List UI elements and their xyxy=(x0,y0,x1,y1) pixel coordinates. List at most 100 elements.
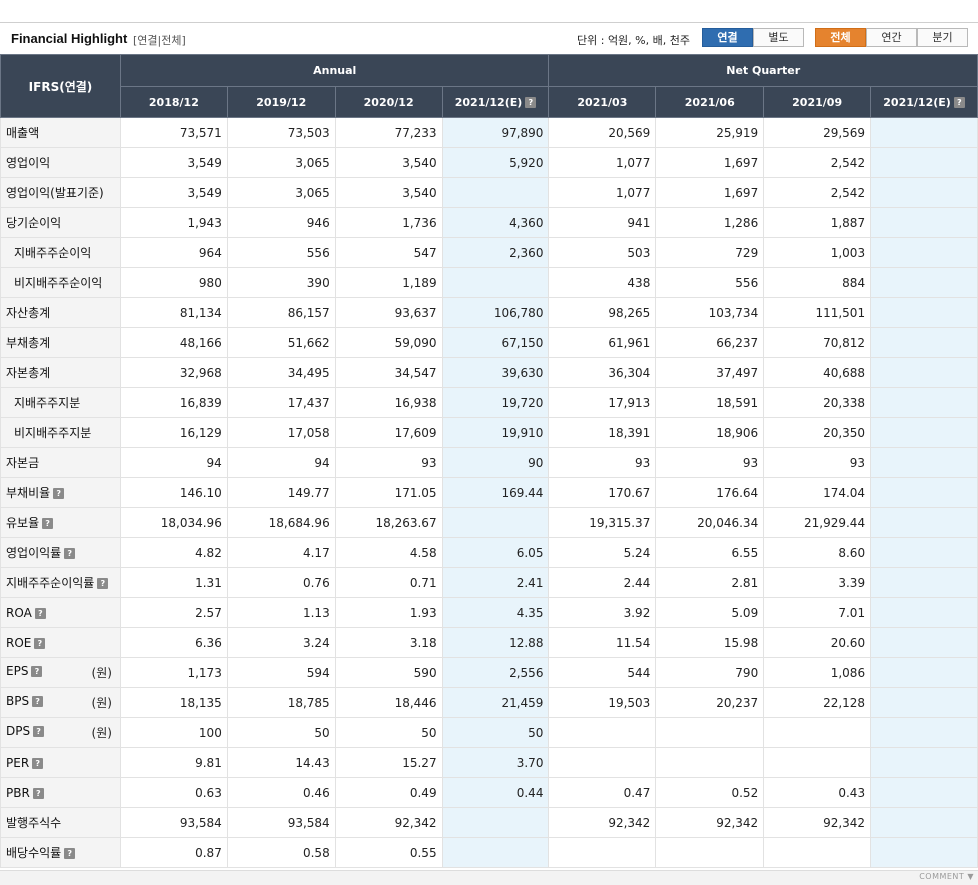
table-row: ROA? 2.57 1.13 1.93 4.35 3.92 5.09 7.01 xyxy=(0,597,978,628)
table-cell xyxy=(870,627,978,658)
help-icon[interactable]: ? xyxy=(97,578,109,589)
table-cell: 4.58 xyxy=(334,537,443,568)
row-label: 매출액 xyxy=(0,117,121,148)
table-cell xyxy=(870,747,978,778)
row-label: ROA? xyxy=(0,597,121,628)
annual-button[interactable]: 연간 xyxy=(866,28,917,47)
table-cell: 93,584 xyxy=(226,807,336,838)
help-icon[interactable]: ? xyxy=(34,637,46,649)
help-icon[interactable]: ? xyxy=(32,757,44,769)
table-row: 발행주식수 93,584 93,584 92,342 92,342 92,342 92,34… xyxy=(0,807,978,838)
help-icon[interactable]: ? xyxy=(33,726,45,737)
table-cell: 1.31 xyxy=(119,567,228,598)
table-cell: 15.98 xyxy=(655,627,765,658)
table-row: 배당수익률? 0.87 0.58 0.55 xyxy=(0,837,978,868)
table-cell: 0.58 xyxy=(226,837,336,868)
table-cell: 0.46 xyxy=(226,777,336,808)
table-cell: 503 xyxy=(548,237,657,268)
table-cell: 17,437 xyxy=(226,387,336,418)
table-cell: 3.24 xyxy=(226,627,336,658)
table-cell: 547 xyxy=(334,237,443,268)
table-cell: 18,446 xyxy=(334,687,443,718)
table-cell: 18,906 xyxy=(655,417,765,448)
table-cell: 92,342 xyxy=(763,807,872,838)
table-cell: 103,734 xyxy=(655,297,765,328)
table-cell xyxy=(763,837,872,868)
help-icon[interactable]: ? xyxy=(53,488,65,499)
table-cell xyxy=(870,837,978,868)
row-unit: (원) xyxy=(91,696,112,710)
table-row: 비지배주주순이익 980 390 1,189 438 556 884 xyxy=(0,267,978,298)
table-cell: 0.76 xyxy=(226,567,336,598)
table-cell xyxy=(441,267,550,298)
help-icon[interactable]: ? xyxy=(31,666,43,677)
table-cell: 18,785 xyxy=(226,687,336,718)
row-label: DPS? (원) xyxy=(0,717,121,748)
table-row: 부채비율? 146.10 149.77 171.05 169.44 170.67 176.6… xyxy=(0,477,978,508)
table-cell: 2.44 xyxy=(548,567,657,598)
table-cell xyxy=(870,507,978,538)
row-label: 자본금 xyxy=(0,447,121,478)
consolidated-button[interactable]: 연결 xyxy=(702,28,753,47)
table-cell xyxy=(655,717,765,748)
table-cell: 21,459 xyxy=(441,687,550,718)
table-cell xyxy=(870,447,978,478)
table-cell: 438 xyxy=(548,267,657,298)
help-icon[interactable]: ? xyxy=(64,548,76,559)
period-toggle: 전체 연간 분기 xyxy=(815,28,968,47)
table-cell: 0.43 xyxy=(763,777,872,808)
table-cell: 5.24 xyxy=(548,537,657,568)
table-cell: 48,166 xyxy=(119,327,228,358)
table-cell: 19,720 xyxy=(441,387,550,418)
row-label: 당기순이익 xyxy=(0,207,121,238)
table-cell: 32,968 xyxy=(119,357,228,388)
table-cell: 0.44 xyxy=(441,777,550,808)
table-cell: 37,497 xyxy=(655,357,765,388)
table-cell: 59,090 xyxy=(334,327,443,358)
table-cell: 2.81 xyxy=(655,567,765,598)
all-period-button[interactable]: 전체 xyxy=(815,28,866,47)
table-cell: 1,077 xyxy=(548,177,657,208)
table-cell: 0.87 xyxy=(119,837,228,868)
quarter-button[interactable]: 분기 xyxy=(917,28,968,47)
help-icon[interactable]: ? xyxy=(42,518,54,529)
table-cell: 16,839 xyxy=(119,387,228,418)
table-cell: 34,547 xyxy=(334,357,443,388)
corner-header: IFRS(연결) xyxy=(0,54,121,118)
table-cell: 100 xyxy=(119,717,228,748)
help-icon[interactable]: ? xyxy=(953,97,965,108)
help-icon[interactable]: ? xyxy=(525,97,537,108)
table-cell: 390 xyxy=(226,267,336,298)
table-cell: 1,077 xyxy=(548,147,657,178)
table-cell: 16,129 xyxy=(119,417,228,448)
help-icon[interactable]: ? xyxy=(32,696,44,707)
table-cell: 3,065 xyxy=(226,147,336,178)
table-cell: 4.17 xyxy=(226,537,336,568)
table-cell: 18,391 xyxy=(548,417,657,448)
table-cell: 0.63 xyxy=(119,777,228,808)
table-cell: 20,338 xyxy=(763,387,872,418)
table-cell: 34,495 xyxy=(226,357,336,388)
separate-button[interactable]: 별도 xyxy=(753,28,804,47)
table-cell: 2.57 xyxy=(119,597,228,628)
table-row: DPS? (원) 100 50 50 50 xyxy=(0,717,978,748)
help-icon[interactable]: ? xyxy=(64,848,76,859)
table-row: BPS? (원) 18,135 18,785 18,446 21,459 19,503 20,… xyxy=(0,687,978,718)
column-header: 2021/12(E)? xyxy=(441,86,550,118)
table-cell xyxy=(870,387,978,418)
help-icon[interactable]: ? xyxy=(32,787,44,799)
table-cell: 81,134 xyxy=(119,297,228,328)
comment-toggle[interactable]: COMMENT ▼ xyxy=(919,872,974,881)
unit-label: 단위 : 억원, %, 배, 천주 xyxy=(577,34,690,47)
table-cell: 3,549 xyxy=(119,177,228,208)
table-cell xyxy=(870,777,978,808)
help-icon[interactable]: ? xyxy=(34,607,46,619)
quarter-group-header: Net Quarter xyxy=(548,54,978,87)
table-row: 유보율? 18,034.96 18,684.96 18,263.67 19,315.37… xyxy=(0,507,978,538)
table-cell: 15.27 xyxy=(334,747,443,778)
table-cell xyxy=(548,747,657,778)
table-cell: 149.77 xyxy=(226,477,336,508)
table-cell: 590 xyxy=(334,657,443,688)
table-cell: 22,128 xyxy=(763,687,872,718)
column-header: 2019/12 xyxy=(226,86,336,118)
